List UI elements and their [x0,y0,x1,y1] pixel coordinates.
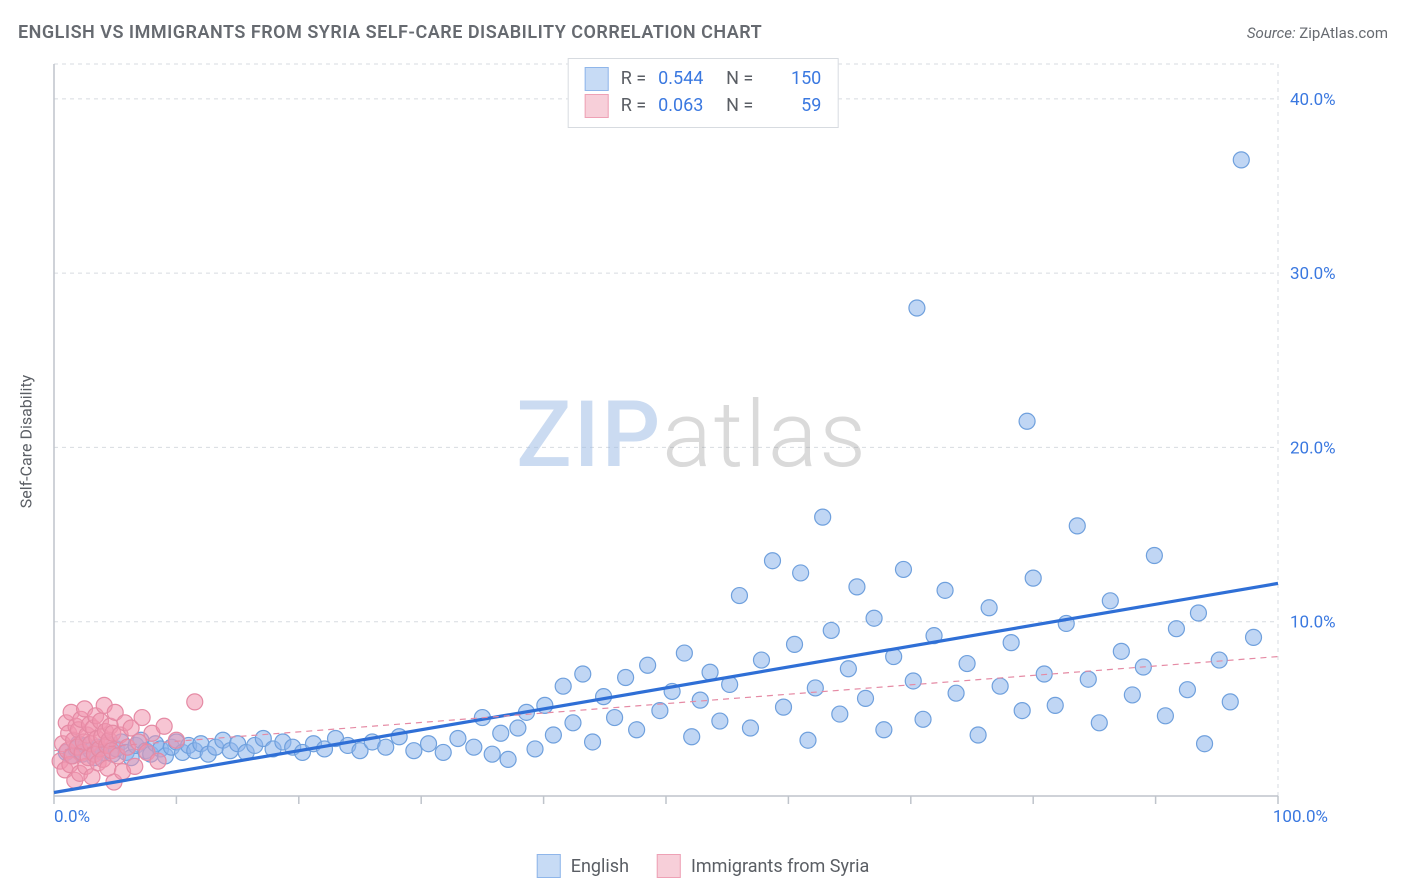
n-value: 150 [765,65,821,92]
correlation-stats-legend: R = 0.544 N = 150 R = 0.063 N = 59 [568,58,839,128]
source-value: ZipAtlas.com [1299,24,1388,42]
svg-text:10.0%: 10.0% [1290,613,1336,633]
series-swatch-icon [537,854,561,878]
r-value: 0.544 [658,65,714,92]
source-label: Source: [1247,24,1296,42]
chart-title: ENGLISH VS IMMIGRANTS FROM SYRIA SELF-CA… [18,22,762,43]
series-swatch-icon [657,854,681,878]
series-legend: English Immigrants from Syria [537,854,870,878]
stats-row: R = 0.063 N = 59 [585,92,822,119]
r-value: 0.063 [658,92,714,119]
n-value: 59 [765,92,821,119]
legend-item: Immigrants from Syria [657,854,869,878]
series-swatch-icon [585,94,609,118]
source-attribution: Source: ZipAtlas.com [1247,24,1388,42]
n-label: N = [726,92,753,119]
svg-text:0.0%: 0.0% [54,807,90,826]
svg-text:30.0%: 30.0% [1290,264,1336,284]
series-swatch-icon [585,67,609,91]
y-axis-label: Self-Care Disability [14,56,38,826]
svg-text:100.0%: 100.0% [1273,807,1328,826]
svg-text:40.0%: 40.0% [1290,90,1336,110]
n-label: N = [726,65,753,92]
legend-label: Immigrants from Syria [691,856,869,877]
scatter-plot: 10.0%20.0%30.0%40.0%0.0%100.0% ZIPatlas [46,56,1338,826]
r-label: R = [621,65,646,92]
legend-item: English [537,854,629,878]
r-label: R = [621,92,646,119]
stats-row: R = 0.544 N = 150 [585,65,822,92]
legend-label: English [571,856,629,877]
svg-text:20.0%: 20.0% [1290,438,1336,458]
